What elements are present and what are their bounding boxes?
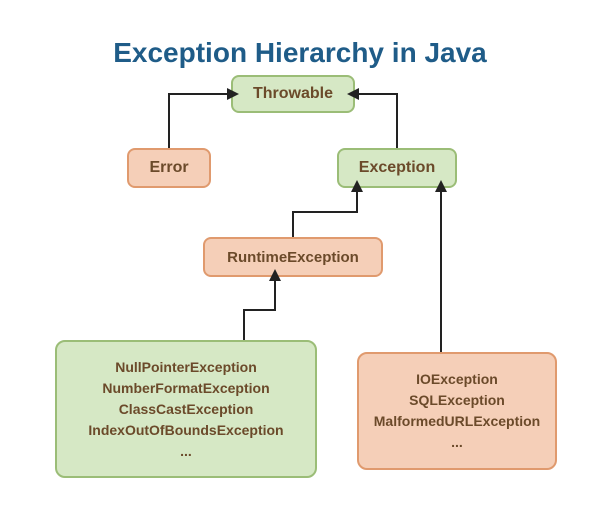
node-runtime-children: NullPointerExceptionNumberFormatExceptio… bbox=[55, 340, 317, 478]
node-error: Error bbox=[127, 148, 211, 188]
list-item: IOException bbox=[416, 369, 498, 390]
node-throwable-label: Throwable bbox=[253, 85, 333, 103]
list-item: ... bbox=[180, 441, 192, 462]
list-item: MalformedURLException bbox=[374, 411, 540, 432]
edge-runtime-to-exception bbox=[293, 188, 357, 237]
list-item: NumberFormatException bbox=[102, 378, 269, 399]
list-item: IndexOutOfBoundsException bbox=[88, 420, 283, 441]
list-item: ... bbox=[451, 432, 463, 453]
page-title: Exception Hierarchy in Java bbox=[0, 37, 600, 69]
node-exception: Exception bbox=[337, 148, 457, 188]
list-item: NullPointerException bbox=[115, 357, 257, 378]
edge-exception-to-throwable bbox=[355, 94, 397, 148]
node-exception-children: IOExceptionSQLExceptionMalformedURLExcep… bbox=[357, 352, 557, 470]
edge-runtime_children-to-runtime bbox=[244, 277, 275, 340]
node-error-label: Error bbox=[149, 159, 188, 177]
node-runtime-exception-label: RuntimeException bbox=[227, 249, 359, 266]
node-runtime-exception: RuntimeException bbox=[203, 237, 383, 277]
edge-error-to-throwable bbox=[169, 94, 231, 148]
list-item: SQLException bbox=[409, 390, 505, 411]
node-exception-label: Exception bbox=[359, 159, 435, 177]
list-item: ClassCastException bbox=[119, 399, 254, 420]
node-throwable: Throwable bbox=[231, 75, 355, 113]
